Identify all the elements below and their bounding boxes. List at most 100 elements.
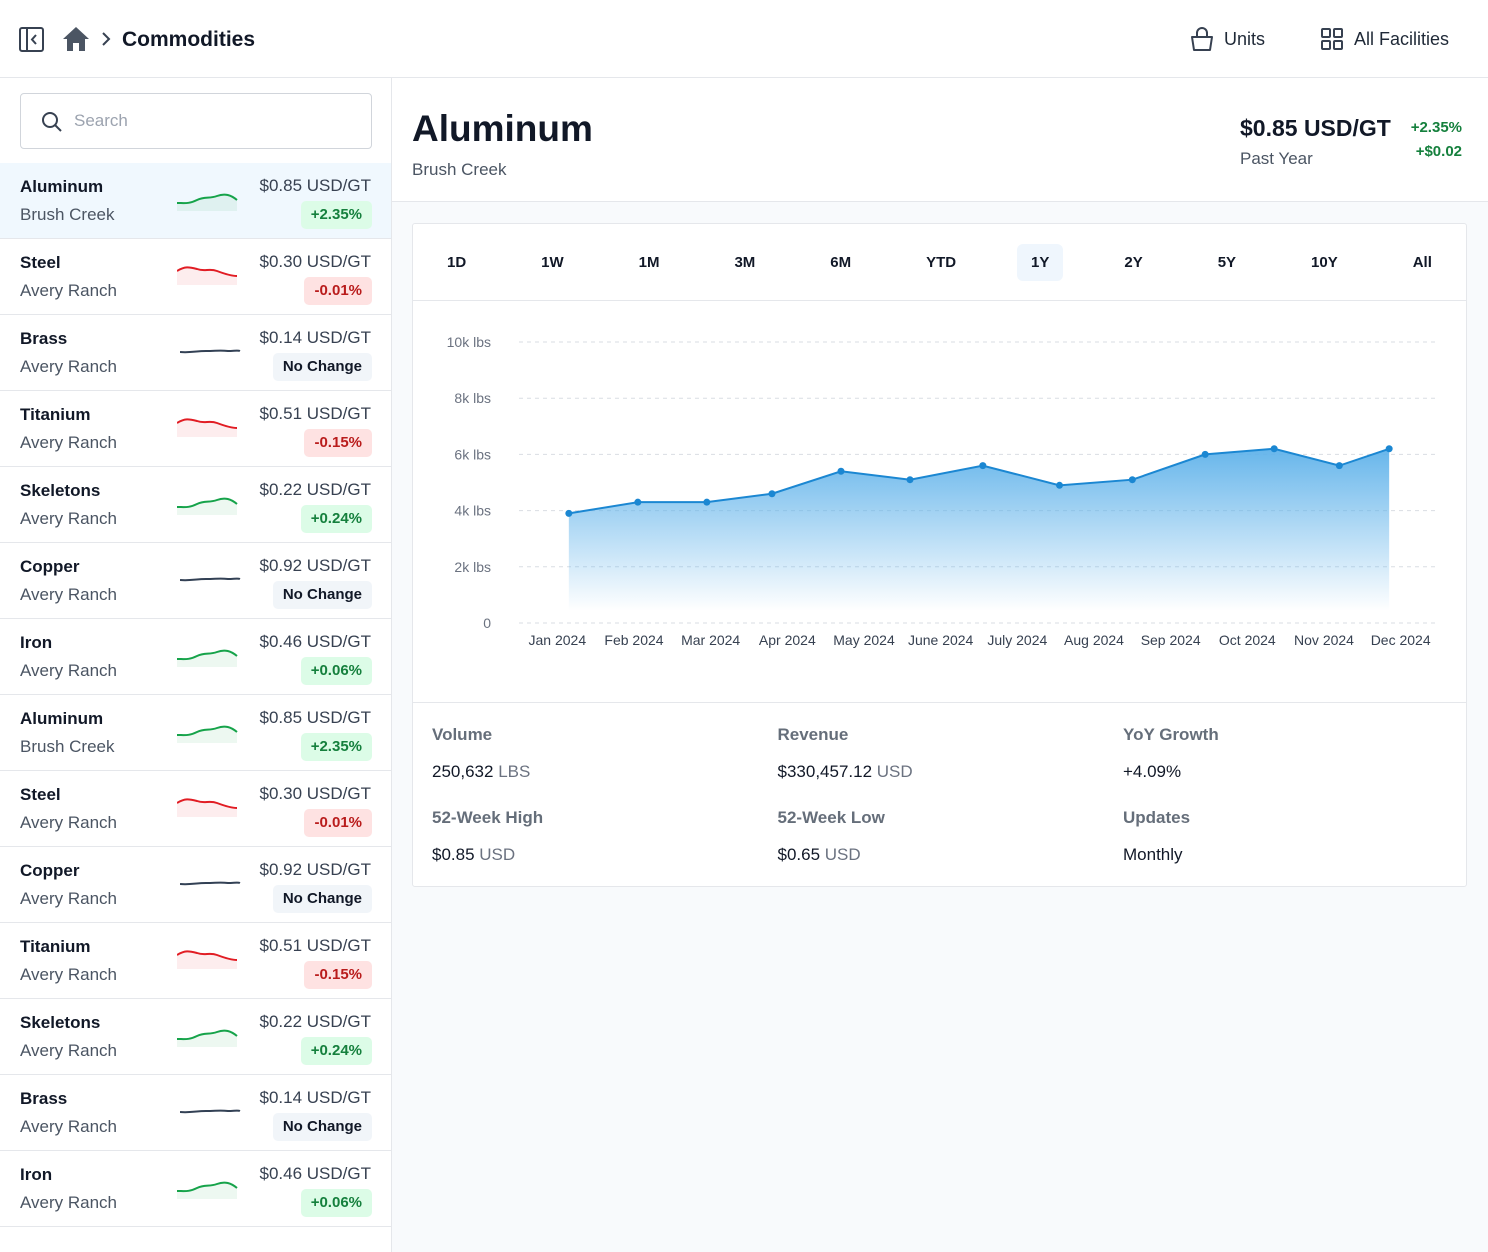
search-box[interactable]: Search xyxy=(20,93,372,149)
commodity-row[interactable]: Brass Avery Ranch $0.14 USD/GT No Change xyxy=(0,1075,391,1151)
y-tick-label: 0 xyxy=(483,615,491,631)
change-badge: -0.15% xyxy=(304,429,372,457)
stat: YoY Growth +4.09% xyxy=(1123,725,1219,782)
sparkline-line xyxy=(177,497,238,509)
stat-label: 52-Week High xyxy=(432,808,544,827)
stat-unit: USD xyxy=(479,845,516,864)
data-point xyxy=(1056,481,1063,489)
data-point xyxy=(906,476,914,484)
change-badge: +0.24% xyxy=(300,1037,372,1065)
commodity-row[interactable]: Steel Avery Ranch $0.30 USD/GT -0.01% xyxy=(0,239,391,315)
range-tab[interactable]: All xyxy=(1412,253,1432,271)
data-point xyxy=(634,498,642,506)
commodity-price: $0.14 USD/GT xyxy=(259,1088,372,1107)
commodity-row[interactable]: Skeletons Avery Ranch $0.22 USD/GT +0.24% xyxy=(0,467,391,543)
commodity-row[interactable]: Titanium Avery Ranch $0.51 USD/GT -0.15% xyxy=(0,923,391,999)
commodity-name: Iron xyxy=(20,633,53,652)
range-tab[interactable]: 3M xyxy=(734,253,756,271)
breadcrumb-chevron xyxy=(102,32,111,46)
sparkline-fill xyxy=(177,1182,237,1199)
sparkline xyxy=(177,193,238,211)
commodity-price: $0.51 USD/GT xyxy=(259,404,372,423)
area-fill xyxy=(568,448,1390,611)
sparkline-fill xyxy=(177,726,237,743)
range-tab[interactable]: 10Y xyxy=(1311,253,1338,271)
commodity-location: Avery Ranch xyxy=(20,357,118,376)
commodity-row[interactable]: Skeletons Avery Ranch $0.22 USD/GT +0.24% xyxy=(0,999,391,1075)
facilities-button[interactable]: All Facilities xyxy=(1354,29,1450,49)
home-icon[interactable] xyxy=(62,26,90,52)
detail-subtitle: Brush Creek xyxy=(412,160,507,179)
commodity-row[interactable]: Aluminum Brush Creek $0.85 USD/GT +2.35% xyxy=(0,695,391,771)
commodity-row[interactable]: Steel Avery Ranch $0.30 USD/GT -0.01% xyxy=(0,771,391,847)
commodity-location: Avery Ranch xyxy=(20,965,118,984)
commodity-name: Brass xyxy=(20,1089,68,1108)
commodity-name: Aluminum xyxy=(20,709,104,728)
detail-title: Aluminum xyxy=(412,108,593,149)
range-tab[interactable]: YTD xyxy=(926,253,957,271)
data-point xyxy=(979,462,987,470)
sparkline-line xyxy=(180,1109,241,1114)
change-badge: No Change xyxy=(272,885,372,913)
commodity-location: Avery Ranch xyxy=(20,661,118,680)
sparkline-fill xyxy=(177,1030,237,1047)
sparkline-fill xyxy=(177,194,237,211)
detail-change-abs: +$0.02 xyxy=(1415,143,1462,160)
change-badge: No Change xyxy=(272,581,372,609)
commodity-row[interactable]: Brass Avery Ranch $0.14 USD/GT No Change xyxy=(0,315,391,391)
sparkline xyxy=(177,798,238,817)
x-tick-label: July 2024 xyxy=(987,632,1047,648)
range-tab[interactable]: 2Y xyxy=(1124,253,1143,271)
commodity-row[interactable]: Iron Avery Ranch $0.46 USD/GT +0.06% xyxy=(0,1151,391,1227)
sparkline-line xyxy=(177,1029,238,1041)
commodity-price: $0.46 USD/GT xyxy=(259,1164,372,1183)
commodity-location: Avery Ranch xyxy=(20,281,118,300)
sparkline xyxy=(177,725,238,743)
commodity-name: Iron xyxy=(20,1165,53,1184)
commodity-row[interactable]: Iron Avery Ranch $0.46 USD/GT +0.06% xyxy=(0,619,391,695)
sparkline xyxy=(177,266,238,285)
stat-number: $0.65 xyxy=(777,845,821,864)
commodity-location: Brush Creek xyxy=(20,737,115,756)
range-tab[interactable]: 1D xyxy=(447,253,467,271)
sparkline-line xyxy=(180,349,241,354)
sparkline-fill xyxy=(177,951,237,969)
stat: Volume 250,632 LBS xyxy=(432,725,530,782)
sparkline-fill xyxy=(177,267,237,285)
stat-label: Volume xyxy=(432,725,493,744)
units-button[interactable]: Units xyxy=(1224,29,1266,49)
detail-change-pct: +2.35% xyxy=(1410,119,1462,136)
range-tab[interactable]: 1M xyxy=(638,253,660,271)
range-tab[interactable]: 1Y xyxy=(1017,243,1064,281)
commodity-row[interactable]: Titanium Avery Ranch $0.51 USD/GT -0.15% xyxy=(0,391,391,467)
commodity-row[interactable]: Aluminum Brush Creek $0.85 USD/GT +2.35% xyxy=(0,163,391,239)
sidebar-toggle[interactable] xyxy=(18,26,46,54)
facilities-icon xyxy=(1321,28,1343,50)
commodity-price: $0.92 USD/GT xyxy=(259,860,372,879)
range-tab[interactable]: 1W xyxy=(541,253,564,271)
range-tab[interactable]: 5Y xyxy=(1217,253,1237,271)
stat-label: 52-Week Low xyxy=(777,808,885,827)
breadcrumb[interactable]: Commodities xyxy=(122,28,256,51)
commodity-row[interactable]: Copper Avery Ranch $0.92 USD/GT No Change xyxy=(0,847,391,923)
sparkline xyxy=(177,950,238,969)
change-badge: -0.01% xyxy=(304,277,372,305)
stat-number: Monthly xyxy=(1123,845,1183,864)
commodity-row[interactable]: Copper Avery Ranch $0.92 USD/GT No Change xyxy=(0,543,391,619)
commodity-location: Avery Ranch xyxy=(20,889,118,908)
commodity-name: Skeletons xyxy=(20,481,101,500)
stat-value: +4.09% xyxy=(1123,762,1219,782)
range-tabs: 1D 1W 1M 3M 6M YTD 1Y 2Y 5Y 10Y All xyxy=(413,224,1466,301)
sparkline-line xyxy=(180,577,241,582)
chart-card: 1D 1W 1M 3M 6M YTD 1Y 2Y 5Y 10Y All 0 2k lbs 4k lbs 6… xyxy=(412,223,1467,887)
stat-value: $0.85 USD xyxy=(432,845,543,865)
range-tab[interactable]: 6M xyxy=(830,253,852,271)
stat-unit: USD xyxy=(876,762,913,781)
sparkline-line xyxy=(177,1181,238,1193)
data-point xyxy=(1385,445,1393,453)
sparkline-line xyxy=(177,798,238,809)
commodity-name: Steel xyxy=(20,785,61,804)
data-point xyxy=(837,467,845,475)
search-icon xyxy=(42,112,62,132)
